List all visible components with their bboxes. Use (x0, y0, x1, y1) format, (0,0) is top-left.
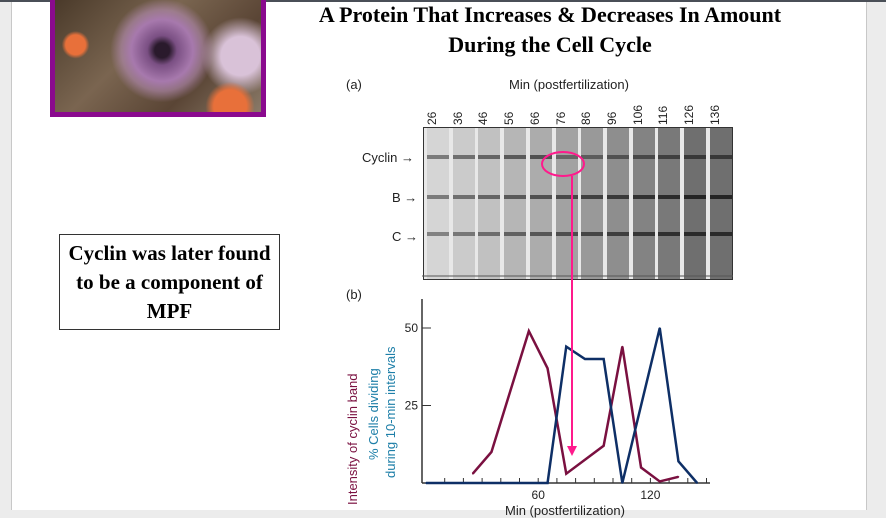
gel-band (658, 232, 681, 236)
gel-band (529, 232, 552, 236)
data-point (565, 345, 568, 348)
data-point (677, 460, 680, 463)
x-tick-label: 60 (532, 488, 546, 502)
data-point (621, 345, 624, 348)
y-tick-label: 50 (405, 321, 419, 335)
data-point (640, 466, 642, 469)
data-point (490, 451, 493, 453)
gel-band (427, 232, 449, 236)
gel-band (504, 195, 527, 199)
title-line-2: During the Cell Cycle (448, 32, 652, 57)
gel-band (684, 155, 706, 159)
window-top-bar (0, 0, 886, 2)
gel-band (427, 155, 449, 159)
data-point (696, 482, 698, 484)
gel-band (581, 232, 604, 236)
gel-band (658, 155, 681, 159)
gel-band (478, 195, 501, 199)
gel-band (478, 155, 501, 159)
gel-band (684, 195, 706, 199)
gel-band (504, 155, 527, 159)
gel-lane (606, 128, 629, 279)
gel-lane (504, 128, 527, 279)
cyclin-band-label: Cyclin → (362, 150, 415, 165)
b-band-label: B → (392, 190, 418, 205)
data-point (621, 482, 624, 484)
data-point (677, 476, 680, 478)
gel-band (555, 155, 578, 159)
gel-band (452, 155, 475, 159)
gel-band (478, 232, 501, 236)
gel-band (452, 195, 475, 199)
sea-urchin-photo (50, 0, 266, 117)
gel-band (581, 195, 604, 199)
data-point (658, 327, 661, 329)
gel-lane (427, 128, 449, 279)
gel-band (529, 155, 552, 159)
data-point (471, 472, 474, 475)
gel-band (632, 155, 655, 159)
gel-band (581, 155, 604, 159)
gel-band (709, 155, 732, 159)
panel-a-label: (a) (346, 77, 362, 92)
data-point (602, 445, 605, 447)
gel-band (658, 195, 681, 199)
gel-band (709, 195, 732, 199)
gel-band (529, 195, 552, 199)
protein-gel (423, 127, 733, 280)
x-tick-label: 120 (640, 488, 660, 502)
data-point (546, 482, 549, 484)
cyclin-intensity-line (471, 327, 679, 483)
gel-band (606, 232, 629, 236)
data-point (546, 367, 549, 370)
data-point (584, 358, 586, 360)
gel-band (632, 232, 655, 236)
gel-band (684, 232, 706, 236)
annotation-arrowhead (567, 446, 577, 456)
c-band-label: C → (392, 229, 418, 244)
gel-lane (581, 128, 604, 279)
gel-lane (478, 128, 501, 279)
gel-band (555, 232, 578, 236)
gel-band (452, 232, 475, 236)
gel-band (427, 195, 449, 199)
data-point (658, 480, 661, 483)
data-point (425, 482, 427, 484)
gel-band (606, 155, 629, 159)
gel-band (555, 195, 578, 199)
gel-lane (529, 128, 552, 279)
y-tick-label: 25 (405, 399, 419, 413)
gel-lane (632, 128, 655, 279)
panel-b-label: (b) (346, 287, 362, 302)
gel-header: Min (postfertilization) (509, 77, 629, 92)
gel-band (632, 195, 655, 199)
data-point (565, 472, 568, 475)
slide-title: A Protein That Increases & Decreases In … (250, 0, 850, 60)
gel-band (709, 232, 732, 236)
data-point (528, 330, 530, 332)
note-box: Cyclin was later found to be a component… (59, 234, 280, 330)
gel-lane (684, 128, 706, 279)
annotation-circle (541, 151, 585, 177)
cells-dividing-line (426, 327, 699, 485)
data-point (602, 358, 605, 360)
gel-band (504, 232, 527, 236)
title-line-1: A Protein That Increases & Decreases In … (318, 2, 782, 27)
gel-lane (658, 128, 681, 279)
gel-lane (709, 128, 732, 279)
gel-lane (452, 128, 475, 279)
gel-band (606, 195, 629, 199)
